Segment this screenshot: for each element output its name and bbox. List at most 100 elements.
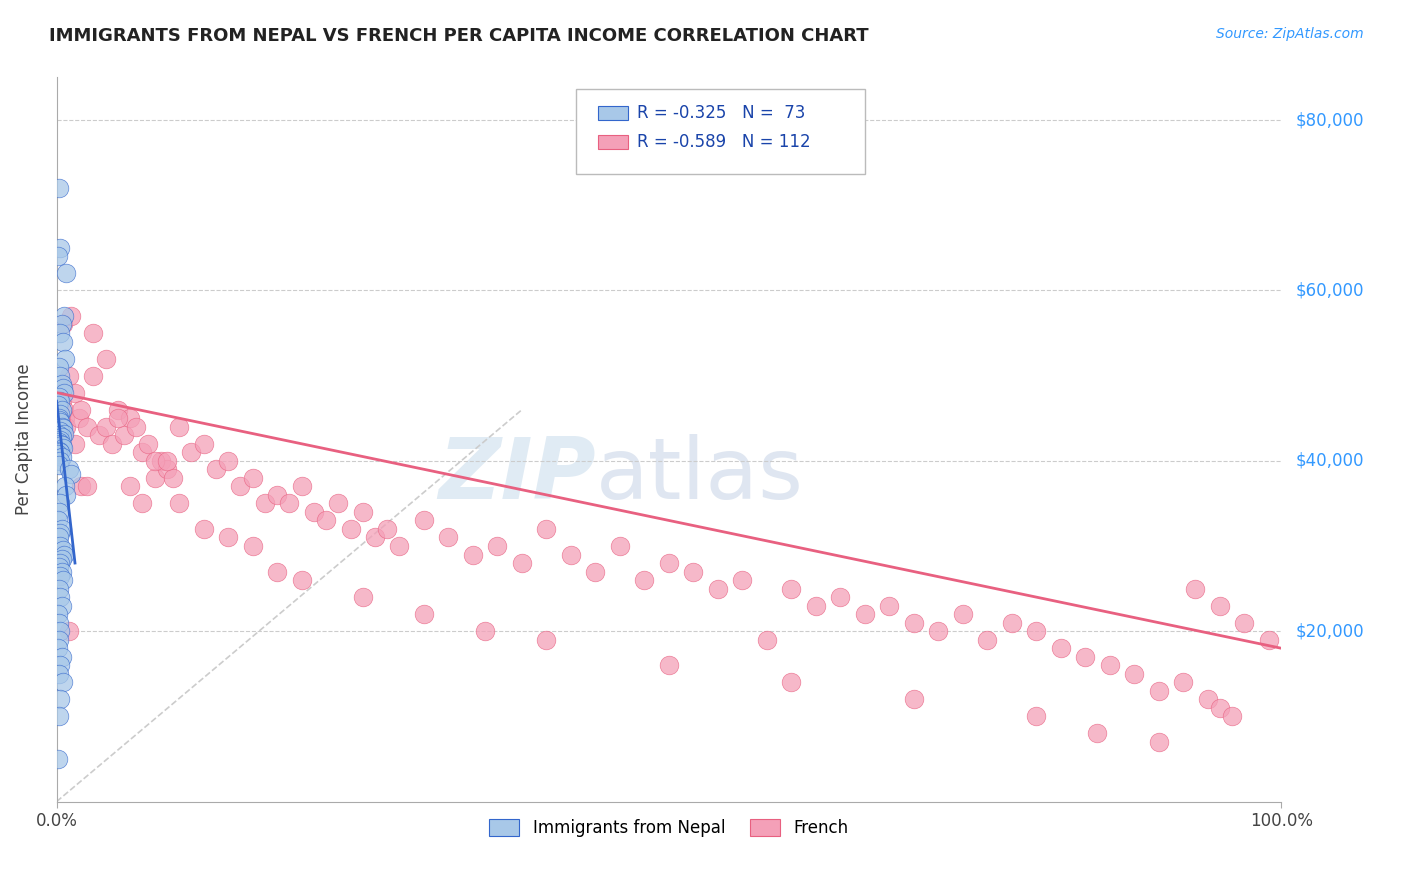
Legend: Immigrants from Nepal, French: Immigrants from Nepal, French [482, 813, 855, 844]
Point [49, 433, 72, 447]
Point [903, 615, 925, 630]
Point [388, 539, 411, 553]
Point [49, 394, 72, 409]
Point [149, 454, 172, 468]
Point [48, 443, 70, 458]
Text: $40,000: $40,000 [1296, 452, 1364, 470]
Point [162, 471, 184, 485]
Point [49, 496, 72, 510]
Text: IMMIGRANTS FROM NEPAL VS FRENCH PER CAPITA INCOME CORRELATION CHART: IMMIGRANTS FROM NEPAL VS FRENCH PER CAPI… [49, 27, 869, 45]
Point [76, 419, 98, 434]
Point [609, 539, 631, 553]
Point [51, 377, 73, 392]
Point [167, 419, 190, 434]
Point [107, 411, 129, 425]
Point [583, 565, 606, 579]
Point [48, 666, 70, 681]
Point [49, 416, 72, 430]
Point [49, 436, 72, 450]
Point [55, 266, 77, 280]
Point [120, 479, 142, 493]
Point [952, 607, 974, 622]
Point [94, 419, 117, 434]
Point [1173, 675, 1195, 690]
Text: $20,000: $20,000 [1296, 623, 1364, 640]
Point [51, 522, 73, 536]
Point [193, 522, 215, 536]
Point [437, 531, 460, 545]
Point [1098, 658, 1121, 673]
Point [48, 632, 70, 647]
Point [48, 435, 70, 450]
Point [903, 692, 925, 706]
Point [413, 513, 436, 527]
Point [1147, 735, 1170, 749]
Point [510, 556, 533, 570]
Point [658, 556, 681, 570]
Point [49, 385, 72, 400]
Point [51, 318, 73, 332]
Point [242, 471, 264, 485]
Point [1258, 632, 1281, 647]
Point [156, 462, 179, 476]
Point [51, 430, 73, 444]
Point [180, 445, 202, 459]
Point [290, 479, 312, 493]
Point [46, 607, 69, 622]
Point [138, 436, 160, 450]
Point [49, 590, 72, 604]
Text: R = -0.325   N =  73: R = -0.325 N = 73 [637, 104, 806, 122]
Point [976, 632, 998, 647]
Point [49, 556, 72, 570]
Point [49, 539, 72, 553]
Point [120, 411, 142, 425]
Point [49, 407, 72, 421]
Point [100, 436, 122, 450]
Point [290, 573, 312, 587]
Text: $60,000: $60,000 [1296, 281, 1364, 300]
Point [53, 351, 76, 366]
Point [1209, 701, 1232, 715]
Point [82, 326, 104, 340]
Point [1025, 624, 1047, 639]
Point [49, 692, 72, 706]
Point [927, 624, 949, 639]
Point [658, 658, 681, 673]
Point [46, 752, 69, 766]
Point [1184, 582, 1206, 596]
Point [217, 531, 239, 545]
Point [52, 334, 75, 349]
Point [52, 441, 75, 455]
Point [879, 599, 901, 613]
Point [55, 488, 77, 502]
Point [48, 181, 70, 195]
Point [48, 360, 70, 375]
Point [413, 607, 436, 622]
Point [1049, 641, 1071, 656]
Point [52, 426, 75, 441]
Text: $80,000: $80,000 [1296, 111, 1364, 129]
Point [48, 615, 70, 630]
Point [46, 513, 69, 527]
Point [315, 513, 337, 527]
Point [107, 402, 129, 417]
Point [48, 413, 70, 427]
Point [1087, 726, 1109, 740]
Point [780, 675, 803, 690]
Point [1220, 709, 1243, 723]
Point [131, 496, 153, 510]
Point [49, 445, 72, 459]
Point [1197, 692, 1219, 706]
Point [302, 505, 325, 519]
Point [49, 624, 72, 639]
Point [352, 505, 374, 519]
Point [536, 632, 558, 647]
Point [242, 539, 264, 553]
Point [49, 454, 72, 468]
Point [156, 454, 179, 468]
Point [266, 565, 288, 579]
Point [60, 309, 83, 323]
Point [1123, 666, 1146, 681]
Point [48, 709, 70, 723]
Point [51, 419, 73, 434]
